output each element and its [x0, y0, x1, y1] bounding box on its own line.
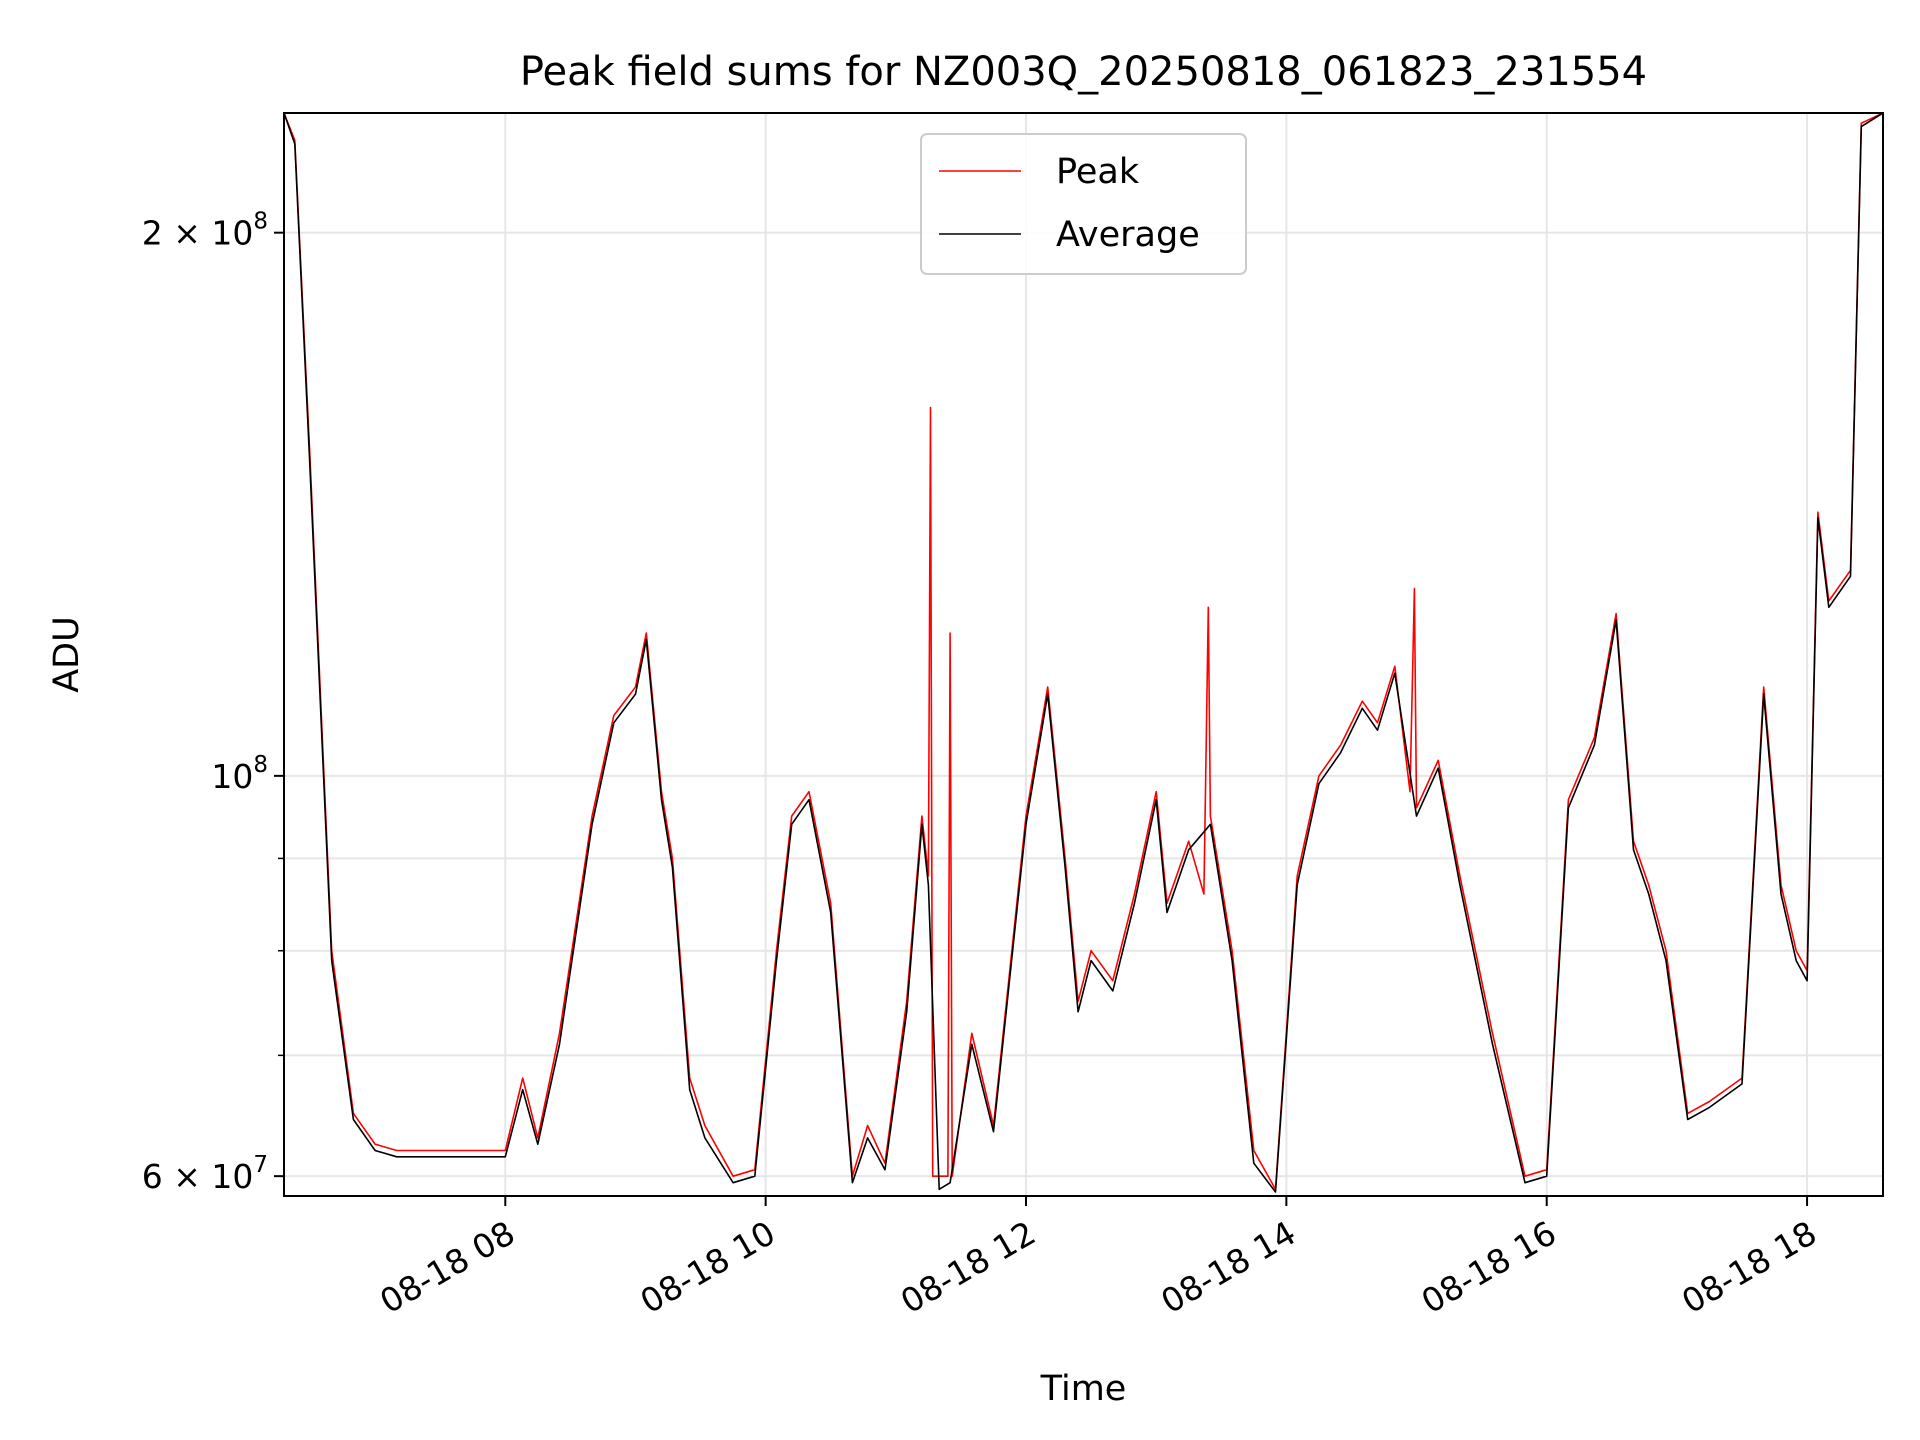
grid	[284, 113, 1883, 1196]
y-tick-label: 108	[211, 752, 268, 796]
series-layer	[284, 113, 1883, 1193]
y-tick-label: 2 × 108	[142, 209, 268, 253]
series-line-average	[284, 113, 1883, 1193]
y-tick-base: 6 × 10	[142, 1157, 254, 1196]
legend: Peak Average	[920, 133, 1247, 275]
legend-box	[920, 133, 1247, 275]
y-tick-label: 6 × 107	[142, 1152, 268, 1196]
y-axis-title: ADU	[47, 616, 87, 693]
y-tick-base: 10	[211, 757, 253, 796]
x-axis-title: Time	[1040, 1369, 1127, 1409]
y-tick-exponent: 7	[253, 1152, 268, 1178]
plot-frame	[283, 112, 1884, 1197]
chart-title: Peak field sums for NZ003Q_20250818_0618…	[520, 49, 1647, 95]
y-tick-exponent: 8	[253, 209, 268, 235]
y-tick-exponent: 8	[253, 752, 268, 778]
legend-label-average: Average	[1056, 215, 1200, 255]
legend-label-peak: Peak	[1056, 152, 1140, 192]
y-tick-base: 2 × 10	[142, 214, 254, 253]
